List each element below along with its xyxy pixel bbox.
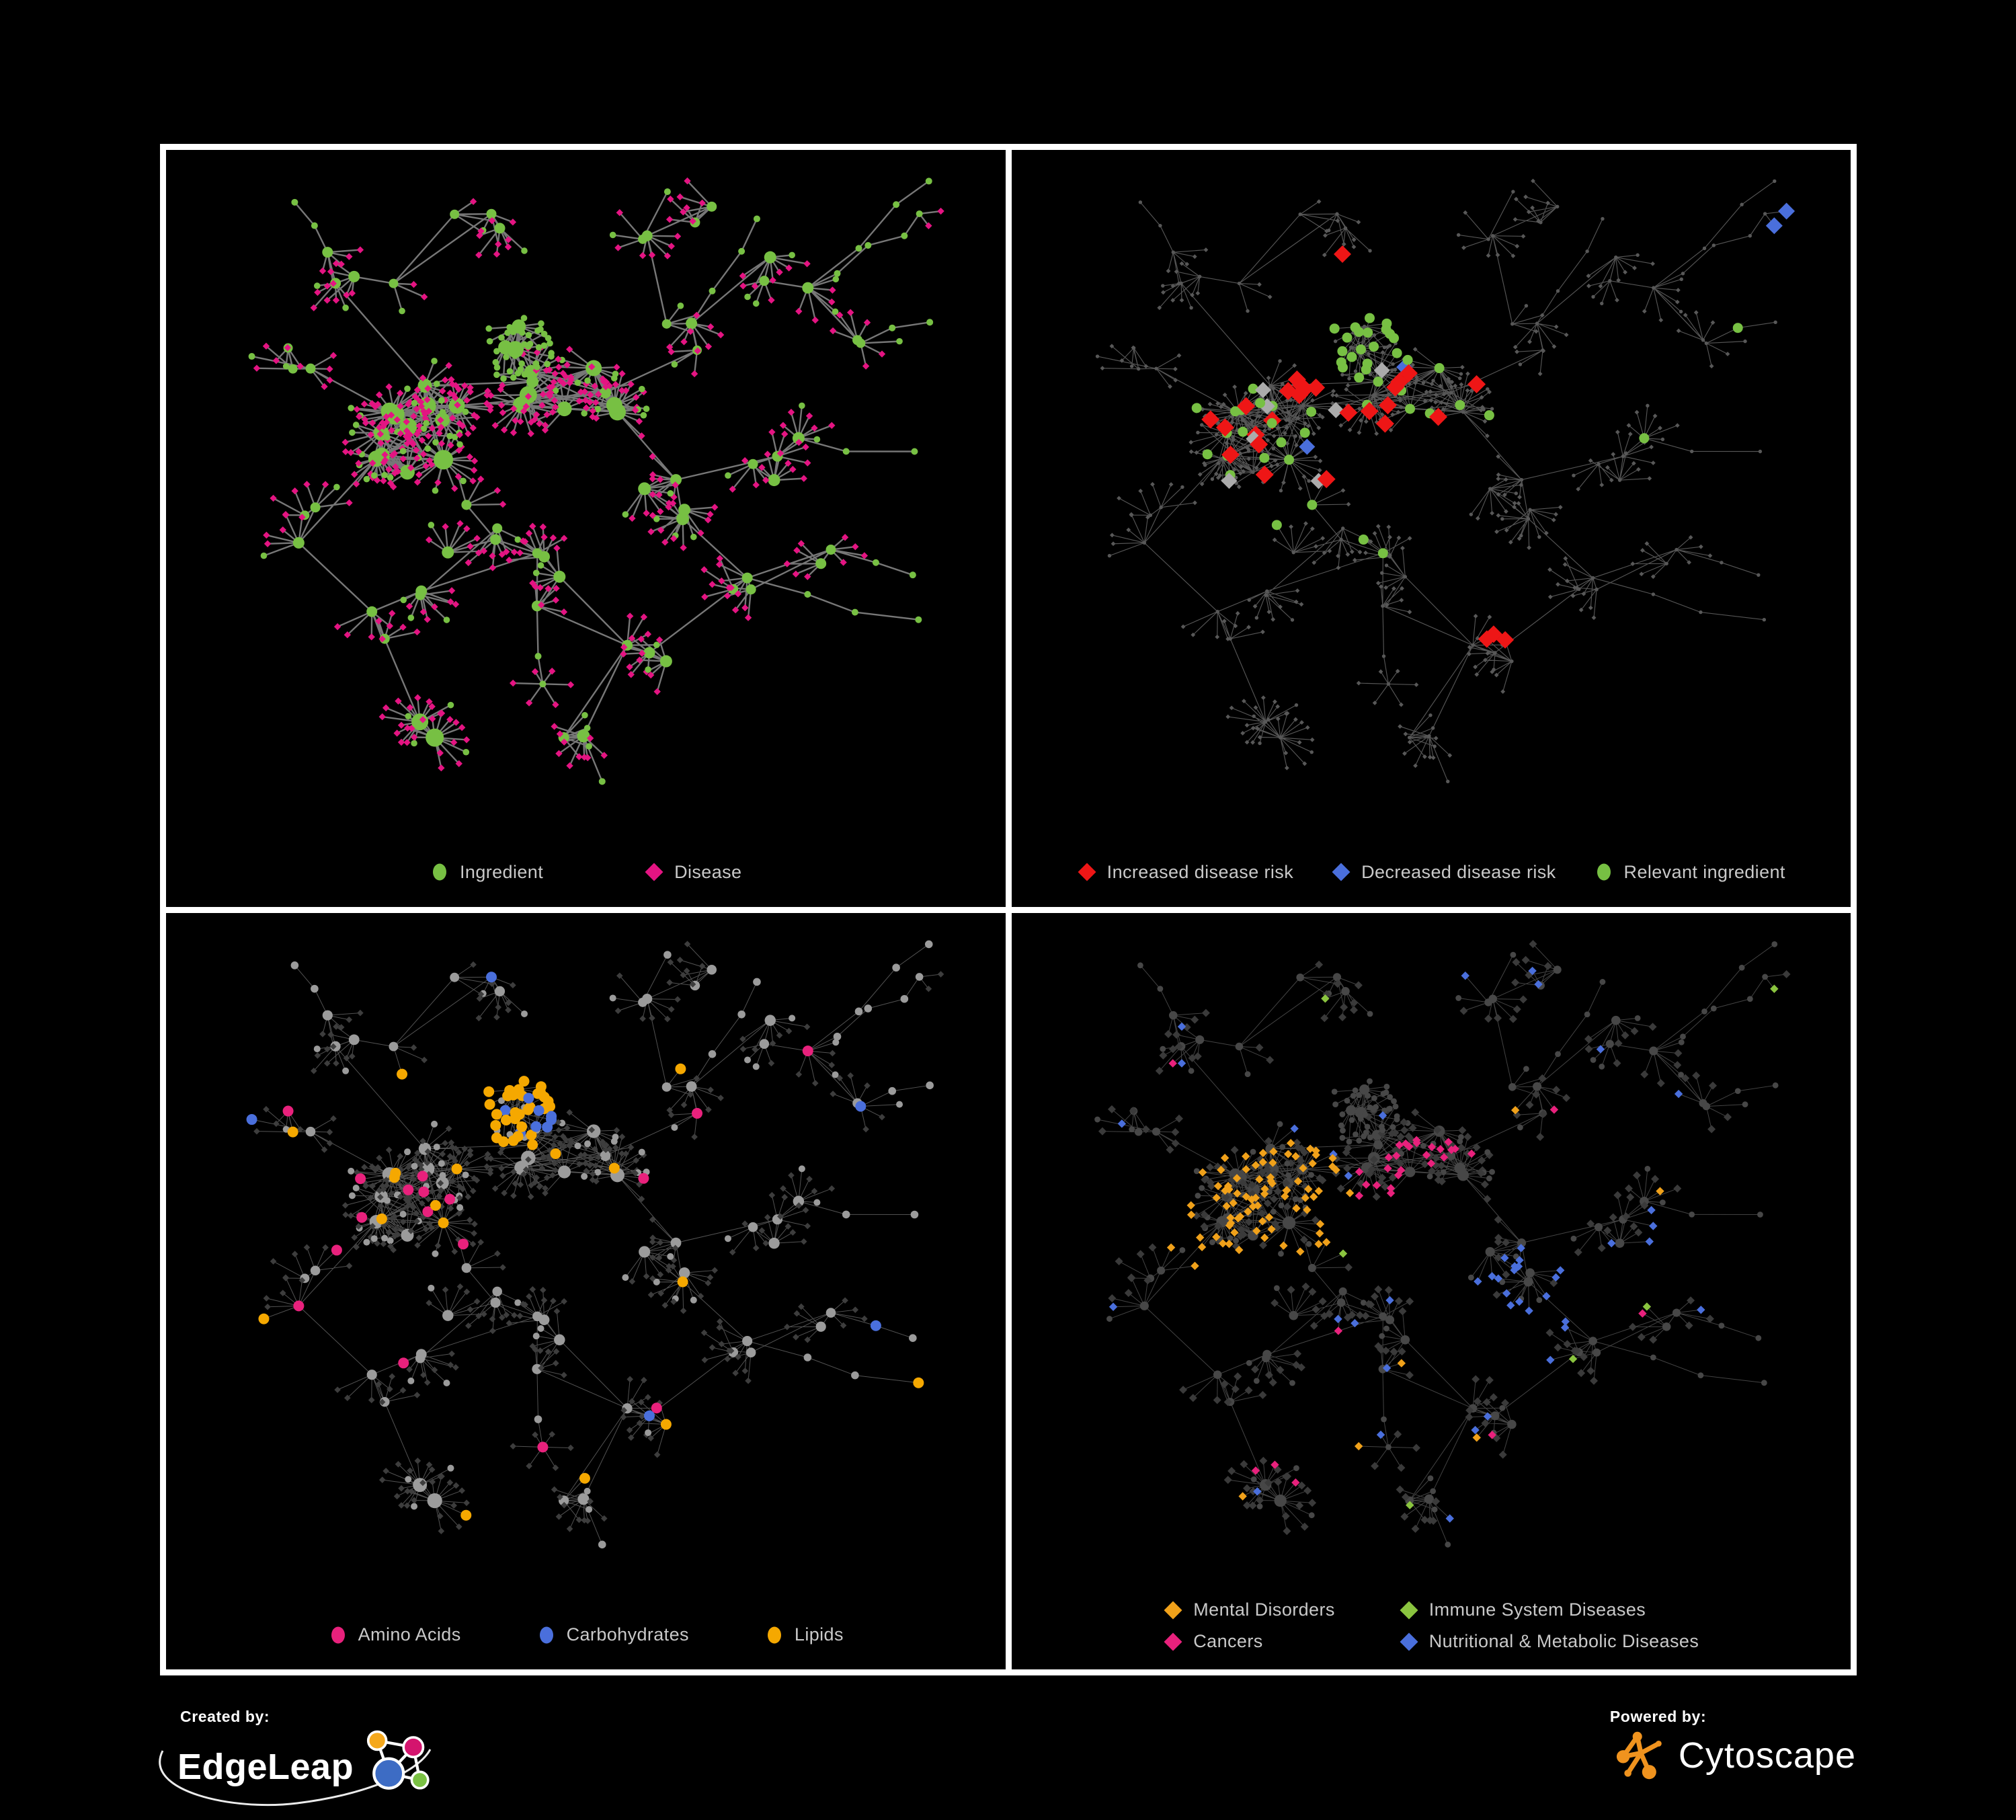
legend-item: Mental Disorders — [1163, 1599, 1334, 1620]
legend-item: Amino Acids — [328, 1624, 461, 1645]
legend-item: Decreased disease risk — [1331, 862, 1556, 883]
cytoscape-credit: Powered by: Cytoscape — [1610, 1708, 1856, 1785]
created-by-label: Created by: — [180, 1708, 270, 1725]
diamond-marker-icon — [645, 863, 663, 881]
legend-label: Amino Acids — [358, 1624, 461, 1645]
legend-item: Ingredient — [430, 862, 543, 883]
legend-label: Ingredient — [460, 861, 544, 882]
legend-item: Relevant ingredient — [1594, 862, 1785, 883]
legend-label: Lipids — [794, 1624, 844, 1645]
cytoscape-wordmark: Cytoscape — [1678, 1735, 1856, 1776]
legend-item: Increased disease risk — [1077, 862, 1293, 883]
panel-grid: Ingredient Disease Increased disease risk… — [160, 144, 1857, 1675]
diamond-marker-icon — [1400, 1601, 1418, 1619]
legend-nutrient-class: Amino Acids Carbohydrates Lipids — [166, 1624, 1006, 1645]
panel-ingredient-disease: Ingredient Disease — [166, 150, 1006, 907]
circle-marker-icon — [1597, 863, 1611, 881]
disease-risk-network-graph — [1095, 178, 1795, 784]
diamond-marker-icon — [1078, 863, 1096, 881]
diamond-marker-icon — [1164, 1601, 1182, 1619]
disease-class-network-graph — [1094, 939, 1791, 1548]
cytoscape-logo-icon — [1616, 1731, 1662, 1780]
edgeleap-swoosh-icon — [159, 1749, 432, 1807]
legend-label: Decreased disease risk — [1361, 861, 1556, 882]
nutrient-class-network-graph — [246, 940, 944, 1548]
legend-item: Immune System Diseases — [1399, 1599, 1699, 1620]
circle-marker-icon — [767, 1626, 781, 1643]
legend-item: Lipids — [764, 1624, 844, 1645]
diamond-marker-icon — [1332, 863, 1350, 881]
legend-label: Mental Disorders — [1193, 1599, 1335, 1620]
panel-nutrient-class: Amino Acids Carbohydrates Lipids — [166, 912, 1006, 1669]
legend-label: Relevant ingredient — [1623, 861, 1785, 882]
diamond-marker-icon — [1164, 1632, 1182, 1651]
edgeleap-wordmark: EdgeLeap — [177, 1746, 354, 1787]
legend-label: Increased disease risk — [1106, 861, 1294, 882]
legend-label: Immune System Diseases — [1428, 1599, 1646, 1620]
legend-disease-class: Mental Disorders Immune System Diseases Ca… — [1012, 1599, 1851, 1652]
panel-disease-risk: Increased disease risk Decreased disease … — [1011, 150, 1851, 907]
legend-label: Disease — [674, 861, 742, 882]
legend-item: Carbohydrates — [536, 1624, 689, 1645]
diamond-marker-icon — [1400, 1632, 1418, 1651]
legend-label: Cancers — [1193, 1631, 1263, 1651]
legend-disease-risk: Increased disease risk Decreased disease … — [1012, 862, 1851, 883]
legend-label: Nutritional & Metabolic Diseases — [1428, 1631, 1699, 1651]
legend-ingredient-disease: Ingredient Disease — [166, 862, 1006, 883]
powered-by-label: Powered by: — [1609, 1708, 1707, 1725]
legend-item: Nutritional & Metabolic Diseases — [1399, 1631, 1699, 1652]
circle-marker-icon — [331, 1626, 345, 1643]
panel-disease-class: Mental Disorders Immune System Diseases Ca… — [1011, 912, 1851, 1669]
circle-marker-icon — [433, 863, 447, 881]
legend-item: Cancers — [1163, 1631, 1334, 1652]
legend-item: Disease — [644, 862, 741, 883]
legend-label: Carbohydrates — [566, 1624, 689, 1645]
circle-marker-icon — [539, 1626, 553, 1643]
ingredient-disease-network-graph — [248, 177, 944, 785]
edgeleap-credit: Created by: EdgeLeap — [159, 1708, 511, 1820]
edgeleap-logo-icon — [366, 1730, 430, 1790]
